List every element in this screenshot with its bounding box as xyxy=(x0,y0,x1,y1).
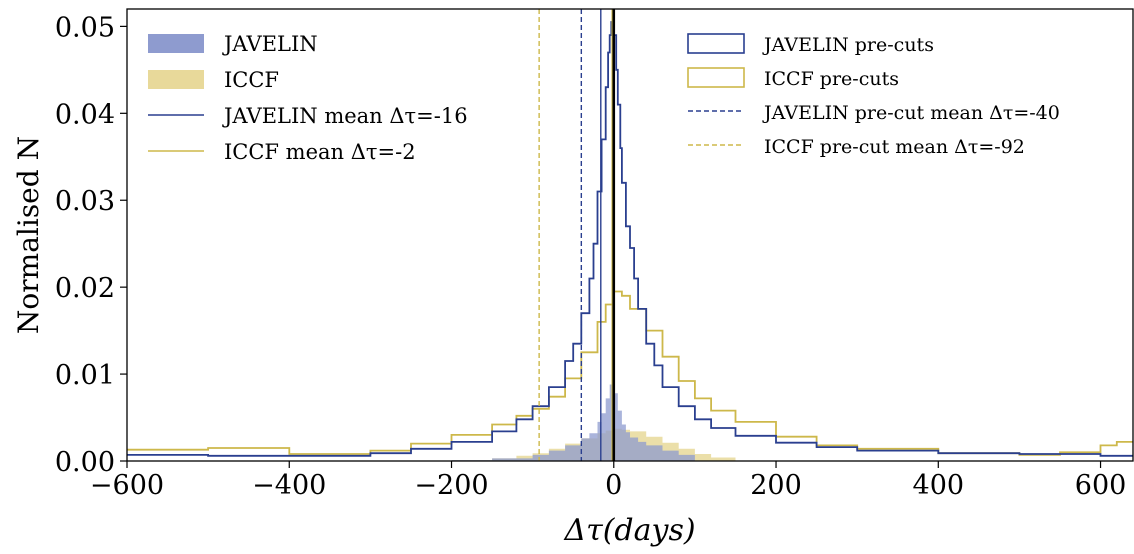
x-ticks: −600 −400 −200 0 200 400 600 xyxy=(90,461,1126,501)
plot-frame xyxy=(126,8,1134,462)
legend-right: JAVELIN pre-cuts ICCF pre-cuts JAVELIN pre… xyxy=(687,33,1060,158)
legend-label-iccf-pre-cut-mean-92: ICCF pre-cut mean Δτ=-92 xyxy=(764,136,1025,158)
legend-swatch-iccf xyxy=(148,70,204,89)
plot-area xyxy=(127,21,1133,461)
x-tick-label: 600 xyxy=(1075,470,1127,501)
y-tick-label: 0.02 xyxy=(55,273,115,304)
y-tick-label: 0.04 xyxy=(55,99,115,130)
mean-lines-layer xyxy=(538,9,616,461)
data-layer xyxy=(127,21,1133,461)
y-tick-label: 0.00 xyxy=(55,447,115,478)
legend-label-javelin: JAVELIN xyxy=(222,32,318,56)
x-tick-label: 400 xyxy=(913,470,965,501)
legend-left: JAVELIN ICCF JAVELIN mean Δτ=-16 ICCF mean … xyxy=(148,32,468,164)
legend-label-iccf: ICCF xyxy=(224,68,279,92)
x-tick-label: −600 xyxy=(90,470,164,501)
x-tick-label: 200 xyxy=(750,470,802,501)
legend-swatch-javelin-pre-cuts xyxy=(687,33,745,54)
y-tick-label: 0.05 xyxy=(55,12,115,43)
legend-label-iccf-mean-2: ICCF mean Δτ=-2 xyxy=(224,140,416,164)
series-iccf-pre-cuts xyxy=(127,290,1133,456)
series-javelin-pre-cuts xyxy=(127,21,1133,457)
legend-label-javelin-pre-cut-mean-40: JAVELIN pre-cut mean Δτ=-40 xyxy=(762,102,1060,124)
y-axis-label: Normalised N xyxy=(12,136,45,334)
y-ticks: 0.00 0.01 0.02 0.03 0.04 0.05 xyxy=(55,12,127,478)
legend-label-iccf-pre-cuts: ICCF pre-cuts xyxy=(764,68,899,90)
legend-swatch-javelin xyxy=(148,34,204,53)
y-tick-label: 0.01 xyxy=(55,360,115,391)
x-axis-label: Δτ(days) xyxy=(563,513,695,548)
x-tick-label: −400 xyxy=(252,470,326,501)
legend-label-javelin-pre-cuts: JAVELIN pre-cuts xyxy=(762,34,934,56)
legend-label-javelin-mean-16: JAVELIN mean Δτ=-16 xyxy=(222,104,468,128)
x-tick-label: 0 xyxy=(605,470,622,501)
x-tick-label: −200 xyxy=(414,470,488,501)
y-tick-label: 0.03 xyxy=(55,186,115,217)
series-javelin xyxy=(451,384,695,461)
legend-swatch-iccf-pre-cuts xyxy=(687,67,745,88)
